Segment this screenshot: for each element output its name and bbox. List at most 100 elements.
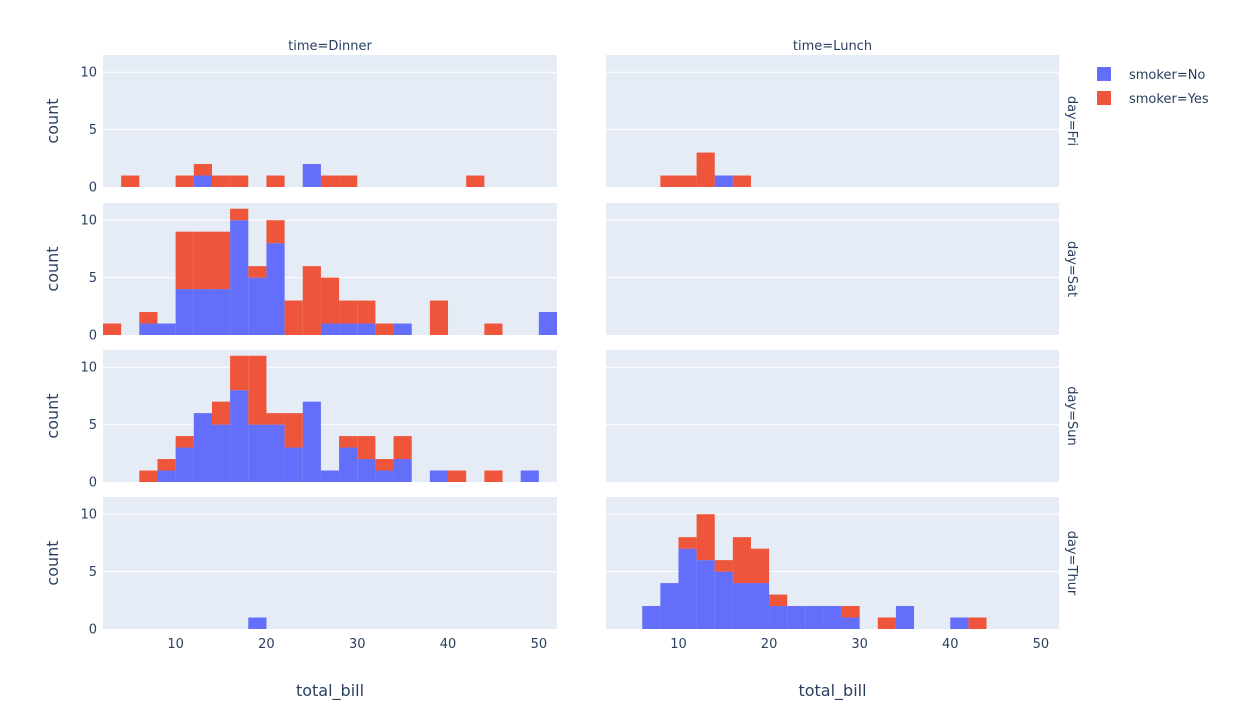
histogram-bar [660, 583, 679, 629]
histogram-bar [895, 606, 915, 629]
histogram-bar [320, 470, 340, 482]
legend-item-label: smoker=Yes [1129, 92, 1209, 107]
histogram-bar [175, 289, 194, 335]
facet-panel-0-0: 0 5 10 count [43, 55, 557, 196]
histogram-bar [750, 548, 770, 584]
histogram-bar [266, 424, 285, 482]
y-tick-label: 5 [89, 271, 97, 286]
x-tick-label: 10 [167, 637, 184, 652]
histogram-bar [429, 300, 449, 335]
histogram-bar [732, 175, 751, 187]
histogram-bar [230, 355, 249, 391]
histogram-bar [248, 617, 267, 629]
histogram-bar [841, 606, 860, 618]
histogram-bar [484, 470, 503, 482]
histogram-bar [193, 164, 212, 176]
histogram-bar [193, 231, 212, 290]
histogram-bar [448, 470, 467, 482]
histogram-bar [339, 436, 358, 448]
histogram-bar [714, 175, 733, 187]
column-facet-label: time=Dinner [288, 39, 372, 54]
histogram-bar [121, 175, 140, 187]
y-tick-label: 10 [80, 66, 97, 81]
histogram-bar [393, 459, 412, 482]
histogram-bar [211, 424, 231, 482]
histogram-bar [175, 175, 194, 187]
y-tick-label: 10 [80, 214, 97, 229]
y-tick-label: 5 [89, 565, 97, 580]
y-axis-title: count [43, 246, 62, 291]
histogram-bar [230, 390, 249, 482]
histogram-bar [877, 617, 896, 629]
legend-swatch[interactable] [1097, 67, 1111, 81]
histogram-bar [642, 606, 661, 629]
histogram-bar [248, 266, 267, 278]
x-tick-label: 40 [440, 637, 457, 652]
x-tick-label: 40 [942, 637, 959, 652]
histogram-bar [538, 312, 557, 335]
column-facet-label: time=Lunch [793, 39, 872, 54]
histogram-bar [393, 323, 412, 335]
y-tick-label: 0 [89, 623, 97, 638]
y-tick-label: 0 [89, 181, 97, 196]
plot-area [606, 350, 1059, 482]
facet-panel-0-1 [606, 55, 1059, 187]
histogram-bar [284, 447, 303, 482]
histogram-bar [968, 617, 987, 629]
histogram-bar [429, 470, 449, 482]
histogram-bar [732, 583, 751, 629]
plot-area [606, 203, 1059, 335]
histogram-bar [375, 459, 394, 471]
facet-panel-1-1 [606, 203, 1059, 335]
histogram-bar [302, 164, 321, 187]
histogram-bar [520, 470, 539, 482]
facet-panel-3-0: 0 5 10 count 10 20 30 40 50 [43, 497, 557, 652]
histogram-bar [284, 413, 303, 448]
histogram-bar [769, 606, 788, 629]
histogram-bar [139, 470, 158, 482]
histogram-bar [678, 548, 697, 629]
histogram-bar [193, 413, 212, 482]
x-tick-label: 50 [531, 637, 548, 652]
histogram-bar [157, 459, 176, 471]
histogram-bar [769, 594, 788, 607]
histogram-bar [211, 289, 231, 335]
histogram-bar [175, 447, 194, 482]
histogram-bar [266, 413, 285, 425]
histogram-bar [248, 277, 267, 335]
histogram-bar [339, 323, 358, 335]
legend-item-label: smoker=No [1129, 68, 1205, 83]
histogram-bar [139, 323, 158, 335]
y-axis-title: count [43, 393, 62, 438]
histogram-bar [302, 401, 321, 482]
histogram-bar [678, 537, 697, 549]
histogram-bar [230, 220, 249, 335]
histogram-bar [696, 152, 715, 187]
y-axis-title: count [43, 98, 62, 143]
histogram-bar [211, 175, 231, 187]
legend-swatch[interactable] [1097, 91, 1111, 105]
plot-area [103, 497, 557, 629]
histogram-bar [103, 323, 122, 335]
plot-area [103, 55, 557, 187]
histogram-bar [787, 606, 806, 629]
histogram-bar [823, 606, 842, 629]
y-tick-label: 0 [89, 476, 97, 491]
histogram-bar [211, 231, 231, 290]
x-axis-title: total_bill [798, 681, 866, 701]
histogram-bar [175, 436, 194, 448]
y-tick-label: 5 [89, 418, 97, 433]
histogram-bar [375, 470, 394, 482]
histogram-bar [302, 266, 321, 335]
histogram-bar [357, 323, 376, 335]
x-tick-label: 20 [258, 637, 275, 652]
histogram-bar [248, 424, 267, 482]
histogram-bar [696, 560, 715, 629]
legend: smoker=No smoker=Yes [1097, 67, 1209, 107]
histogram-bar [139, 312, 158, 324]
facet-panel-1-0: 0 5 10 count [43, 203, 557, 344]
histogram-bar [678, 175, 697, 187]
row-facet-label: day=Fri [1064, 96, 1079, 146]
histogram-bar [175, 231, 194, 290]
histogram-bar [357, 459, 376, 482]
